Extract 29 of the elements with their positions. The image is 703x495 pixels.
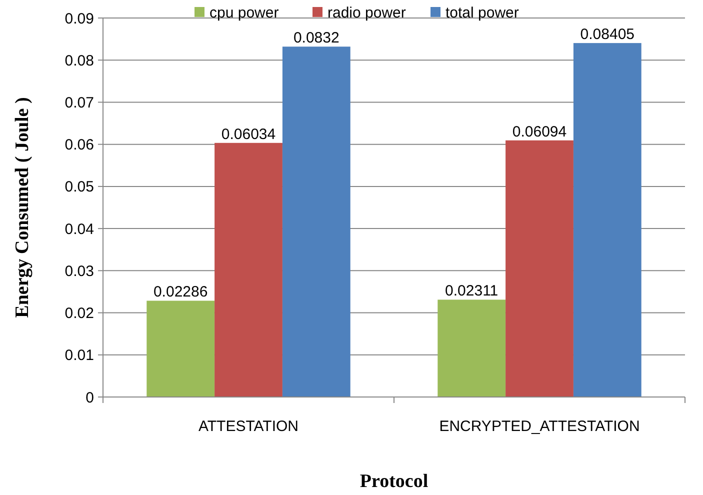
bar (506, 140, 574, 397)
legend-label: total power (446, 4, 519, 22)
y-tick-label: 0.02 (64, 305, 94, 322)
legend-label: cpu power (210, 4, 279, 22)
x-tick-label: ENCRYPTED_ATTESTATION (439, 418, 640, 435)
bar (214, 142, 282, 397)
y-tick-label: 0.07 (64, 94, 94, 112)
bar (573, 43, 642, 397)
y-tick-label: 0.06 (64, 136, 94, 154)
data-label: 0.02286 (153, 284, 208, 301)
data-label: 0.06094 (512, 123, 567, 140)
bar (438, 300, 506, 397)
bar (146, 300, 215, 397)
data-label: 0.02311 (445, 282, 498, 300)
y-tick-label: 0.05 (64, 178, 94, 196)
legend-label: radio power (328, 4, 406, 22)
y-tick-label: 0.03 (64, 262, 94, 280)
x-tick-label: ATTESTATION (198, 418, 298, 435)
data-label: 0.06034 (221, 126, 276, 143)
data-label: 0.08405 (580, 26, 635, 44)
y-tick-label: 0.08 (64, 52, 94, 70)
x-axis-title: Protocol (360, 471, 428, 492)
y-tick-label: 0.09 (64, 10, 94, 28)
data-label: 0.0832 (293, 30, 340, 47)
y-tick-label: 0 (86, 389, 94, 406)
y-tick-label: 0.04 (64, 220, 94, 238)
y-axis-title: Energy Consumed ( Joule ) (12, 97, 33, 318)
y-tick-label: 0.01 (64, 347, 94, 364)
bar (282, 46, 350, 397)
